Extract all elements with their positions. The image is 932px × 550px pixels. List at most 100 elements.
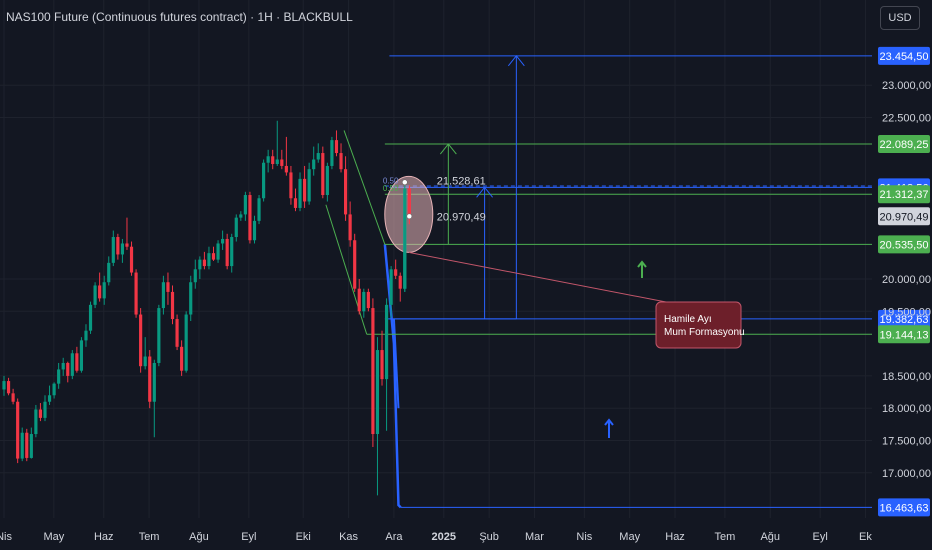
- candle-body: [161, 282, 165, 309]
- candle-body: [211, 253, 216, 260]
- chart-overlay: 21.528,61 20.970,49 0.500.50 Hamile Ayı Mum …: [383, 46, 930, 517]
- candle-body: [16, 401, 20, 459]
- candle-body: [221, 238, 225, 244]
- x-tick-label: May: [619, 531, 640, 543]
- x-tick-label: Nis: [576, 531, 592, 543]
- candle-body: [116, 237, 120, 255]
- candle-body: [362, 291, 366, 312]
- x-tick-label: Ek: [859, 531, 872, 543]
- chart-grid: [0, 0, 872, 518]
- x-tick-label: Haz: [665, 531, 685, 543]
- price-badge: [878, 185, 930, 204]
- x-tick-label: Şub: [479, 531, 499, 543]
- candle-body: [198, 259, 202, 270]
- price-badge: [878, 46, 930, 65]
- arrow-head: [507, 55, 525, 67]
- candle-body: [148, 356, 152, 402]
- x-tick-label: Eyl: [241, 531, 256, 543]
- y-tick-label: 17.500,00: [882, 435, 931, 447]
- trend-line-lower: [325, 204, 368, 335]
- y-tick-label: 19.500,00: [882, 306, 931, 318]
- candle-body: [52, 383, 56, 396]
- candle-body: [262, 162, 266, 199]
- candle-body: [75, 353, 79, 371]
- price-badge-label: 19.144,13: [880, 329, 929, 341]
- high-marker: [402, 179, 408, 186]
- x-tick-label: 2025: [432, 531, 456, 543]
- price-badge: [878, 235, 930, 254]
- x-tick-label: Ağu: [189, 531, 209, 543]
- arrow-head: [439, 143, 457, 155]
- candle-body: [66, 362, 70, 376]
- price-badge-label: 22.089,25: [880, 139, 929, 151]
- candle-body: [257, 198, 261, 221]
- candle-body: [143, 356, 147, 367]
- candle-body: [380, 350, 384, 380]
- price-badge: [878, 309, 930, 328]
- candle-body: [371, 308, 375, 435]
- price-badge-label: 19.382,63: [880, 314, 929, 326]
- candle-body: [312, 159, 316, 170]
- x-tick-label: Ara: [385, 531, 403, 543]
- candle-body: [25, 432, 29, 458]
- candle-body: [180, 346, 184, 371]
- candle-body: [11, 393, 15, 402]
- fib-label: 0.50: [383, 176, 399, 185]
- x-tick-label: Nis: [0, 531, 12, 543]
- drop-line: [383, 244, 402, 509]
- price-label-low: 20.970,49: [437, 211, 486, 223]
- candle-body: [189, 282, 193, 315]
- price-badge-label: 23.454,50: [880, 51, 929, 63]
- candle-body: [275, 159, 279, 165]
- arrow-head: [476, 186, 493, 198]
- candle-body: [43, 401, 47, 418]
- candle-body: [230, 237, 234, 267]
- y-tick-label: 22.500,00: [882, 113, 931, 125]
- x-tick-label: Kas: [339, 531, 358, 543]
- x-tick-label: Eki: [296, 531, 311, 543]
- price-label-high: 21.528,61: [437, 175, 486, 187]
- y-tick-label: 17.000,00: [882, 468, 931, 480]
- price-badge: [878, 498, 930, 517]
- candle-body: [321, 153, 325, 196]
- candle-body: [6, 381, 11, 394]
- candle-body: [366, 291, 370, 309]
- candle-body: [38, 409, 43, 418]
- candle-body: [20, 432, 24, 459]
- candle-body: [152, 362, 156, 402]
- candle-body: [325, 165, 329, 196]
- candle-body: [47, 395, 52, 402]
- x-tick-label: May: [43, 531, 64, 543]
- candle-body: [284, 165, 288, 173]
- time-axis: Nis May Haz Tem Ağu Eyl Eki Kas Ara 2025 Şub Mar Nis…: [0, 531, 872, 543]
- price-badge-label: 16.463,63: [880, 502, 929, 514]
- price-badge-label: 20.970,49: [880, 211, 929, 223]
- candle-body: [193, 269, 197, 283]
- signal-arrow-blue-head: [604, 418, 614, 426]
- candle-body: [289, 172, 293, 199]
- candle-body: [252, 220, 257, 241]
- candle-body: [403, 188, 407, 289]
- chart-drawings: [325, 55, 872, 509]
- candle-body: [84, 330, 88, 341]
- candle-body: [134, 272, 138, 315]
- currency-button[interactable]: USD: [880, 6, 920, 30]
- chart-title: NAS100 Future (Continuous futures contra…: [6, 10, 353, 24]
- candle-body: [170, 291, 175, 320]
- candle-body: [216, 243, 220, 260]
- candle-body: [107, 262, 111, 283]
- candle-body: [120, 243, 125, 255]
- candle-body: [207, 253, 211, 267]
- candle-body: [303, 178, 307, 202]
- callout-box: [655, 301, 742, 349]
- low-marker: [406, 213, 413, 220]
- candle-body: [243, 195, 247, 215]
- price-badge: [878, 325, 930, 344]
- drop-line-2: [392, 318, 400, 409]
- candle-body: [184, 314, 188, 371]
- candle-body: [334, 140, 339, 154]
- candle-body: [394, 269, 398, 276]
- y-tick-label: 18.000,00: [882, 403, 931, 415]
- candle-body: [398, 275, 402, 289]
